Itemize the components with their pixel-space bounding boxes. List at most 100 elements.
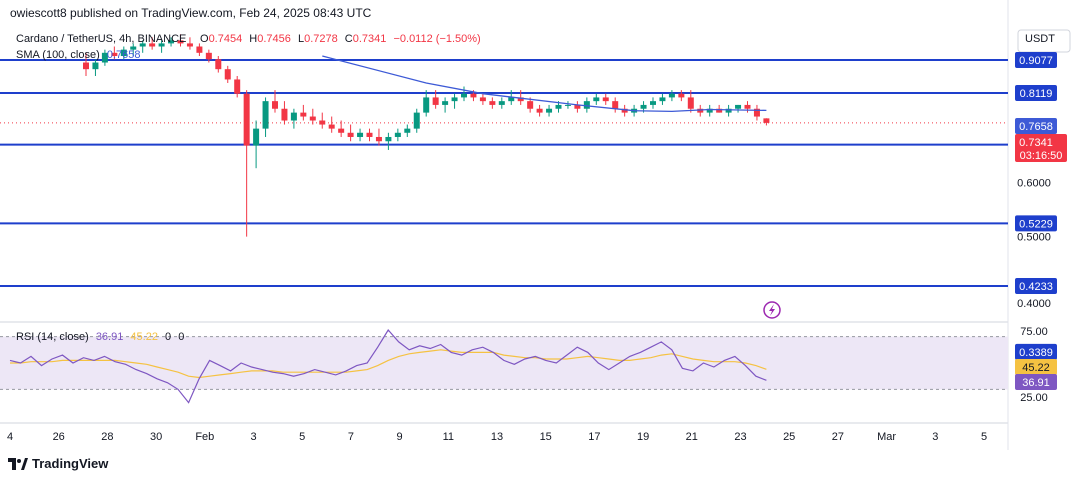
candle-body [508, 97, 515, 102]
candle-body [272, 101, 278, 109]
candle-body [243, 93, 250, 146]
rsi-band [0, 336, 1008, 390]
candle-body [659, 97, 666, 102]
time-label: 25 [783, 431, 795, 443]
time-label: 11 [443, 431, 454, 443]
candle-body [130, 46, 137, 50]
candle-body [120, 49, 127, 57]
candle-body [678, 93, 685, 98]
tradingview-logo-icon [8, 457, 28, 470]
candle-body [205, 52, 212, 60]
candle-body [602, 97, 609, 102]
candle-body [262, 101, 269, 129]
level-badge-bg [1015, 85, 1057, 102]
candle-body [697, 108, 704, 113]
candle-body [527, 101, 534, 109]
legend-close-value: 0.7341 [353, 33, 387, 45]
candle-body [168, 40, 175, 44]
candle-body [498, 101, 505, 105]
candle-body [347, 132, 354, 137]
candle-body [470, 93, 477, 98]
level-badge-bg [1015, 215, 1057, 232]
candle-body [186, 43, 193, 47]
candle-body [149, 43, 156, 47]
rsi-legend-value: 36.91 [96, 331, 124, 343]
candle-body [196, 46, 203, 53]
candle-body [687, 97, 694, 109]
lightning-icon[interactable] [763, 301, 781, 319]
legend-high-value: 0.7456 [257, 33, 291, 45]
candle-body [517, 97, 524, 102]
candle-body [394, 132, 401, 137]
candle-body [461, 93, 467, 98]
candle-body [668, 93, 675, 98]
publisher-line: owiescott8 published on TradingView.com,… [10, 6, 372, 20]
candle-body [735, 104, 742, 109]
candle-body [583, 101, 590, 109]
candle-body [593, 97, 600, 102]
time-label: 30 [150, 431, 162, 443]
candle-body [139, 43, 146, 47]
time-label: 9 [397, 431, 403, 443]
candle-body [555, 104, 562, 109]
level-badge: 0.5229 [1019, 218, 1053, 230]
candle-body [101, 52, 108, 63]
candle-body [650, 101, 656, 105]
level-badge: 0.8119 [1020, 88, 1053, 100]
legend-open-label: O [200, 33, 209, 45]
level-badge-bg [1015, 278, 1057, 294]
candle-body [753, 108, 760, 117]
rsi-line [9, 328, 767, 404]
legend-symbol: Cardano / TetherUS, 4h, BINANCE [16, 33, 186, 45]
level-badge: 0.9077 [1019, 55, 1053, 67]
time-label: 27 [832, 431, 844, 443]
rsi-ma-badge-bg [1015, 359, 1057, 375]
rsi-legend-ma-value: 45.22 [130, 331, 158, 343]
time-label: 4 [7, 431, 13, 443]
candle-body [744, 104, 751, 109]
rsi-ma-line [10, 349, 767, 379]
rsi-ma-badge: 45.22 [1022, 362, 1050, 374]
candle-body [309, 116, 316, 121]
candle-body [158, 43, 165, 47]
candle-body [357, 132, 364, 137]
candle-countdown: 03:16:50 [1020, 150, 1063, 162]
time-label: 28 [101, 431, 113, 443]
candle-body [612, 101, 619, 109]
candle-body [442, 101, 449, 105]
candle-body [423, 97, 430, 113]
time-label: 17 [588, 431, 600, 443]
time-label: 23 [734, 431, 746, 443]
time-label: Feb [195, 431, 214, 443]
candle-body [234, 79, 241, 94]
rsi-tick-25: 25.00 [1020, 392, 1048, 404]
legend-low-value: 0.7278 [304, 33, 338, 45]
candle-body [375, 136, 382, 142]
sma-badge: 0.7658 [1019, 121, 1053, 133]
tradingview-logo[interactable]: TradingView [8, 456, 108, 471]
candle-body [640, 104, 647, 109]
time-label: 5 [981, 431, 987, 443]
candle-body [224, 69, 231, 80]
candle-body [404, 128, 411, 133]
candle-body [489, 101, 496, 105]
candle-body [621, 108, 628, 113]
time-label: 13 [491, 431, 503, 443]
candle-body [536, 108, 543, 113]
candle-body [83, 62, 89, 70]
level-badge: 0.4233 [1019, 281, 1053, 293]
legend-low-label: L [298, 33, 304, 45]
time-label: 21 [686, 431, 698, 443]
time-label: 26 [53, 431, 65, 443]
legend-sma: SMA (100, close) 0.7658 [16, 49, 140, 61]
candle-body [290, 112, 297, 121]
legend-high-label: H [249, 33, 257, 45]
time-label: 19 [637, 431, 649, 443]
time-axis-labels: 4 26 28 30 Feb 3 5 7 9 11 13 15 17 19 21 23 25 27 Mar 3 5 [7, 431, 987, 443]
candle-body [564, 104, 571, 106]
time-label: Mar [877, 431, 896, 443]
tradingview-brand: TradingView [32, 456, 109, 471]
rsi-badge-bg [1015, 374, 1057, 390]
